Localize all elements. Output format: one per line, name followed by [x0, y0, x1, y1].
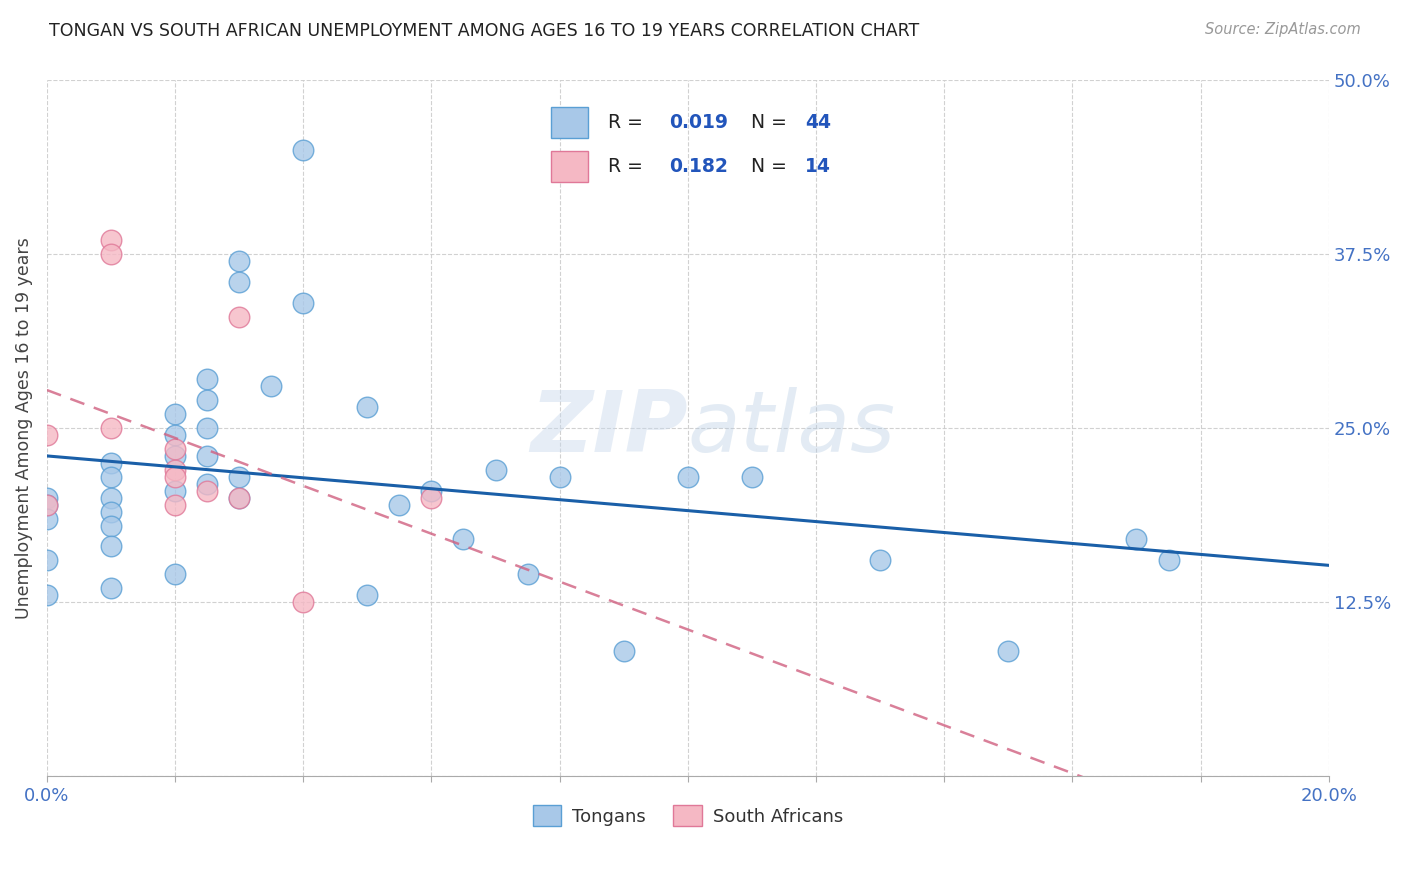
Point — [292, 143, 315, 157]
Point — [292, 295, 315, 310]
Point — [484, 463, 506, 477]
Point — [516, 567, 538, 582]
Point — [35, 498, 58, 512]
Point — [228, 470, 250, 484]
Point — [35, 511, 58, 525]
Point — [453, 533, 475, 547]
Point — [548, 470, 571, 484]
Point — [228, 491, 250, 505]
Point — [356, 588, 378, 602]
Point — [100, 581, 122, 595]
Point — [35, 553, 58, 567]
Legend: Tongans, South Africans: Tongans, South Africans — [526, 798, 851, 833]
Point — [195, 483, 218, 498]
Point — [292, 595, 315, 609]
Point — [35, 588, 58, 602]
Point — [100, 456, 122, 470]
Point — [100, 505, 122, 519]
Y-axis label: Unemployment Among Ages 16 to 19 years: Unemployment Among Ages 16 to 19 years — [15, 237, 32, 619]
Point — [228, 275, 250, 289]
Point — [260, 379, 283, 393]
Point — [165, 470, 187, 484]
Point — [676, 470, 699, 484]
Point — [165, 442, 187, 456]
Point — [869, 553, 891, 567]
Point — [195, 449, 218, 463]
Point — [165, 463, 187, 477]
Point — [35, 428, 58, 442]
Point — [165, 483, 187, 498]
Point — [165, 407, 187, 421]
Point — [1157, 553, 1180, 567]
Point — [35, 491, 58, 505]
Point — [100, 233, 122, 247]
Point — [388, 498, 411, 512]
Point — [228, 254, 250, 268]
Point — [997, 644, 1019, 658]
Point — [195, 393, 218, 408]
Point — [100, 491, 122, 505]
Text: ZIP: ZIP — [530, 386, 688, 469]
Point — [420, 491, 443, 505]
Point — [165, 449, 187, 463]
Point — [420, 483, 443, 498]
Point — [100, 518, 122, 533]
Point — [165, 567, 187, 582]
Point — [741, 470, 763, 484]
Point — [35, 498, 58, 512]
Point — [356, 400, 378, 414]
Point — [100, 421, 122, 435]
Text: atlas: atlas — [688, 386, 896, 469]
Point — [1125, 533, 1147, 547]
Point — [100, 247, 122, 261]
Point — [195, 372, 218, 386]
Point — [195, 421, 218, 435]
Point — [228, 491, 250, 505]
Point — [165, 428, 187, 442]
Point — [165, 498, 187, 512]
Text: TONGAN VS SOUTH AFRICAN UNEMPLOYMENT AMONG AGES 16 TO 19 YEARS CORRELATION CHART: TONGAN VS SOUTH AFRICAN UNEMPLOYMENT AMO… — [49, 22, 920, 40]
Point — [100, 540, 122, 554]
Point — [228, 310, 250, 324]
Point — [195, 476, 218, 491]
Point — [100, 470, 122, 484]
Text: Source: ZipAtlas.com: Source: ZipAtlas.com — [1205, 22, 1361, 37]
Point — [613, 644, 636, 658]
